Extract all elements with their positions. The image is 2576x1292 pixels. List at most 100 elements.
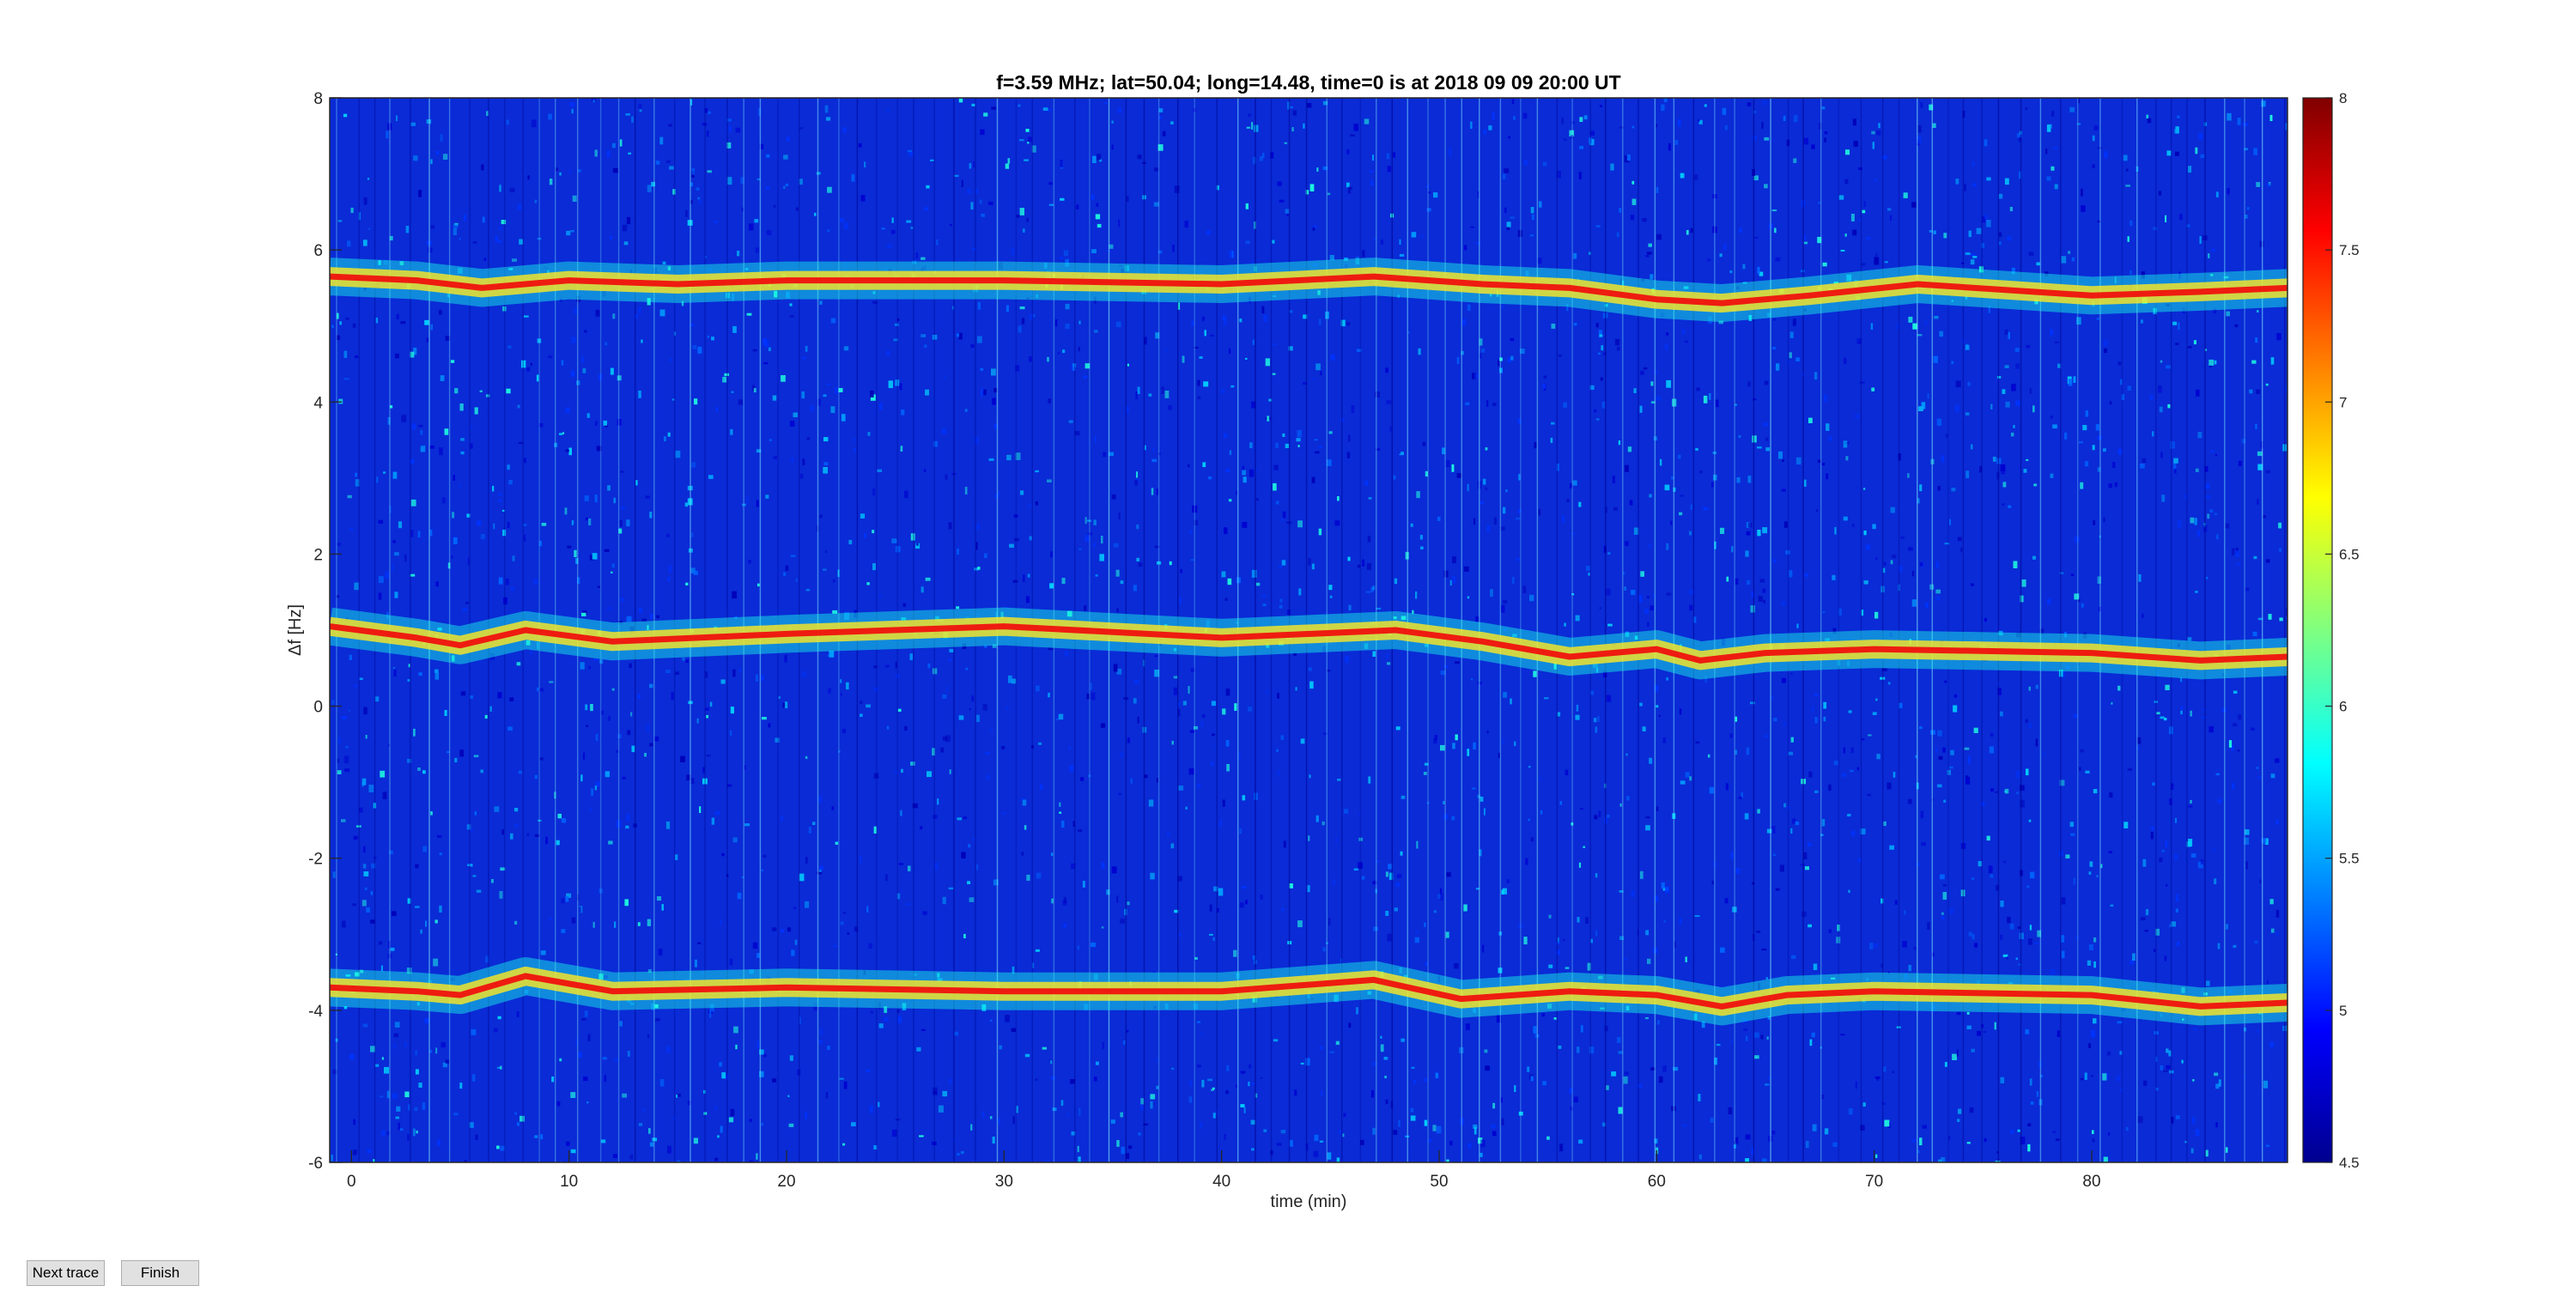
noise-speck [673, 331, 676, 336]
noise-speck [496, 1066, 501, 1069]
noise-speck [2090, 1075, 2094, 1077]
noise-speck [2184, 494, 2187, 500]
noise-speck [1881, 1102, 1886, 1105]
noise-speck [972, 247, 976, 251]
noise-speck [1479, 353, 1481, 359]
noise-speck [2108, 851, 2112, 853]
noise-speck [2265, 1144, 2270, 1147]
noise-speck [1850, 747, 1854, 754]
noise-speck [1597, 715, 1600, 722]
noise-speck [805, 1111, 808, 1119]
noise-speck [787, 136, 790, 142]
noise-speck [2237, 118, 2241, 125]
noise-speck [509, 697, 514, 701]
noise-speck [886, 725, 890, 730]
noise-speck [1157, 452, 1161, 455]
noise-speck [1462, 318, 1467, 326]
noise-speck [1845, 456, 1849, 461]
x-tick-label: 80 [2082, 1173, 2100, 1191]
noise-speck [2093, 937, 2097, 943]
noise-speck [437, 1139, 440, 1146]
next-trace-button[interactable]: Next trace [27, 1260, 105, 1286]
noise-speck [1634, 635, 1638, 640]
noise-speck [571, 520, 574, 525]
noise-speck [440, 375, 445, 381]
noise-speck [2257, 1029, 2259, 1034]
noise-speck [1679, 708, 1682, 715]
noise-speck [1746, 1035, 1748, 1041]
noise-speck [1137, 386, 1140, 395]
noise-speck [362, 864, 367, 869]
noise-speck [2080, 1077, 2084, 1081]
noise-speck [500, 867, 506, 871]
noise-speck [1120, 1112, 1123, 1118]
noise-speck [744, 268, 749, 270]
noise-speck [886, 350, 890, 356]
noise-speck [757, 107, 761, 116]
noise-speck [1470, 121, 1473, 129]
noise-speck [1252, 156, 1256, 164]
noise-speck [1243, 1107, 1246, 1113]
noise-speck [485, 394, 490, 397]
noise-speck [1433, 738, 1437, 744]
noise-speck [367, 178, 370, 180]
noise-speck [1860, 1125, 1865, 1131]
noise-speck [1782, 459, 1784, 463]
noise-speck [400, 321, 406, 325]
noise-speck [2117, 448, 2122, 455]
noise-speck [2181, 986, 2185, 993]
noise-speck [1068, 420, 1073, 423]
noise-speck [2169, 1070, 2174, 1074]
noise-speck [843, 222, 849, 230]
noise-speck [470, 695, 473, 699]
noise-speck [1989, 746, 1994, 754]
noise-speck [1961, 338, 1965, 343]
noise-speck [1113, 543, 1119, 548]
noise-speck [332, 1069, 337, 1075]
noise-speck [581, 612, 586, 616]
noise-speck [489, 706, 492, 712]
noise-speck [975, 189, 979, 194]
noise-speck [1236, 490, 1238, 495]
noise-speck [355, 825, 361, 828]
noise-speck [1783, 803, 1787, 808]
noise-speck [1023, 574, 1025, 582]
noise-speck [1693, 174, 1698, 180]
noise-speck [1602, 352, 1607, 355]
noise-speck [829, 651, 835, 658]
noise-speck [1720, 527, 1725, 534]
noise-speck [1127, 406, 1129, 414]
noise-speck [555, 167, 558, 172]
noise-speck [584, 1010, 588, 1017]
noise-speck [761, 675, 764, 682]
noise-speck [1443, 801, 1445, 804]
noise-speck [2268, 614, 2272, 620]
noise-speck [992, 397, 996, 405]
noise-speck [1483, 808, 1485, 816]
noise-speck [1643, 367, 1648, 370]
noise-speck [719, 1062, 722, 1067]
noise-speck [1713, 474, 1717, 481]
finish-button[interactable]: Finish [121, 1260, 199, 1286]
noise-speck [1420, 235, 1424, 239]
noise-speck [501, 829, 504, 835]
noise-speck [1764, 136, 1770, 141]
noise-speck [933, 815, 938, 819]
noise-speck [1757, 809, 1760, 814]
noise-speck [774, 290, 778, 298]
noise-speck [1022, 799, 1027, 806]
noise-speck [420, 429, 423, 435]
noise-speck [2059, 572, 2064, 574]
noise-speck [2190, 710, 2192, 717]
noise-speck [352, 323, 356, 328]
noise-speck [1624, 1071, 1629, 1076]
noise-speck [2173, 463, 2177, 470]
noise-speck [1501, 1118, 1504, 1125]
noise-speck [331, 700, 335, 705]
noise-speck [519, 1115, 525, 1122]
noise-speck [1325, 311, 1329, 319]
noise-speck [1038, 742, 1042, 745]
noise-speck [492, 485, 495, 492]
noise-speck [2158, 385, 2162, 393]
